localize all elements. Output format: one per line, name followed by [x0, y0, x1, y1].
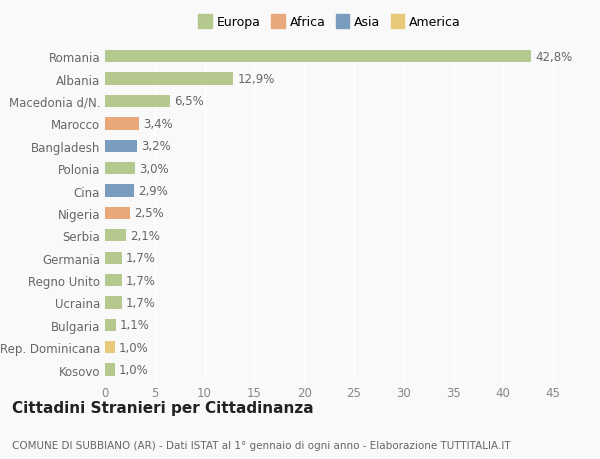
Bar — [105, 140, 137, 152]
Text: 2,1%: 2,1% — [130, 230, 160, 242]
Text: 2,9%: 2,9% — [138, 185, 168, 197]
Bar — [105, 73, 233, 85]
Bar — [105, 297, 122, 309]
Bar — [105, 274, 122, 286]
Text: 6,5%: 6,5% — [174, 95, 203, 108]
Bar — [105, 118, 139, 130]
Text: 1,0%: 1,0% — [119, 364, 149, 376]
Bar — [105, 252, 122, 264]
Bar — [105, 51, 531, 63]
Text: 42,8%: 42,8% — [535, 50, 572, 63]
Text: 2,5%: 2,5% — [134, 207, 164, 220]
Bar — [105, 319, 116, 331]
Text: COMUNE DI SUBBIANO (AR) - Dati ISTAT al 1° gennaio di ogni anno - Elaborazione T: COMUNE DI SUBBIANO (AR) - Dati ISTAT al … — [12, 440, 511, 450]
Text: 1,1%: 1,1% — [120, 319, 150, 331]
Bar — [105, 207, 130, 219]
Text: 1,7%: 1,7% — [126, 274, 156, 287]
Text: 12,9%: 12,9% — [238, 73, 275, 86]
Text: 3,4%: 3,4% — [143, 118, 173, 130]
Text: 3,0%: 3,0% — [139, 162, 169, 175]
Bar — [105, 230, 126, 242]
Text: 1,0%: 1,0% — [119, 341, 149, 354]
Bar — [105, 364, 115, 376]
Bar — [105, 95, 170, 108]
Text: 3,2%: 3,2% — [141, 140, 170, 153]
Text: 1,7%: 1,7% — [126, 252, 156, 264]
Text: 1,7%: 1,7% — [126, 297, 156, 309]
Bar — [105, 341, 115, 353]
Text: Cittadini Stranieri per Cittadinanza: Cittadini Stranieri per Cittadinanza — [12, 400, 314, 415]
Bar — [105, 162, 135, 175]
Bar — [105, 185, 134, 197]
Legend: Europa, Africa, Asia, America: Europa, Africa, Asia, America — [194, 12, 465, 33]
